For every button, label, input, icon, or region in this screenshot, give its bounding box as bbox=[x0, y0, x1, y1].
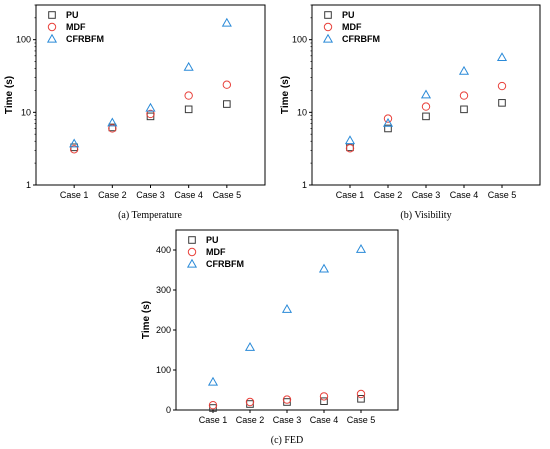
y-tick-label: 400 bbox=[156, 245, 171, 255]
data-point-pu bbox=[357, 395, 365, 403]
data-point-mdf bbox=[356, 389, 366, 399]
data-point-pu bbox=[384, 124, 392, 133]
data-point-pu bbox=[246, 400, 254, 408]
data-point-mdf bbox=[222, 80, 232, 89]
data-point-mdf bbox=[184, 91, 193, 100]
x-tick-label: Case 4 bbox=[450, 190, 479, 200]
chart-temperature: 1 10 100 Case 1 Case 2 Case 3 Case 4 Case 5 Time… bbox=[4, 4, 266, 200]
y-axis-label: Time (s) bbox=[280, 76, 291, 114]
chart-fed: 0 100 200 300 400 Case 1 Case 2 Case 3 Case 4 Cas… bbox=[141, 229, 399, 425]
y-tick-label: 10 bbox=[297, 107, 307, 117]
legend-marker-pu bbox=[48, 11, 56, 19]
chart-visibility: 1 10 100 Case 1 Case 2 Case 3 Case 4 Case 5 Time… bbox=[280, 4, 541, 200]
plot-frame bbox=[311, 4, 541, 186]
legend-label-cfrbfm: CFRBFM bbox=[206, 259, 244, 269]
data-point-cfrbfm bbox=[355, 243, 367, 253]
y-tick-label: 1 bbox=[26, 180, 31, 190]
data-point-cfrbfm bbox=[420, 89, 432, 99]
legend-marker-mdf bbox=[47, 22, 57, 32]
x-tick-label: Case 3 bbox=[412, 190, 441, 200]
data-point-cfrbfm bbox=[281, 303, 293, 313]
data-point-mdf bbox=[208, 401, 218, 410]
x-tick-label: Case 1 bbox=[60, 190, 89, 200]
legend-label-mdf: MDF bbox=[206, 247, 226, 257]
data-point-mdf bbox=[459, 91, 469, 100]
caption-temperature: (a) Temperature bbox=[118, 210, 182, 221]
data-point-cfrbfm bbox=[69, 138, 80, 148]
x-tick-label: Case 2 bbox=[236, 415, 265, 425]
chart-panel-temperature: 1 10 100 Case 1 Case 2 Case 3 Case 4 Case 5 Time… bbox=[0, 0, 275, 205]
legend-marker-pu bbox=[188, 236, 196, 244]
data-point-mdf bbox=[69, 145, 79, 154]
x-tick-label: Case 3 bbox=[136, 190, 165, 200]
x-tick-label: Case 5 bbox=[347, 415, 376, 425]
y-axis-label: Time (s) bbox=[4, 76, 15, 114]
data-point-pu bbox=[320, 397, 328, 405]
y-tick-label: 200 bbox=[156, 325, 171, 335]
data-point-pu bbox=[223, 100, 231, 108]
y-tick-label: 0 bbox=[166, 405, 171, 415]
y-axis-label: Time (s) bbox=[141, 301, 152, 339]
data-point-pu bbox=[209, 404, 217, 412]
x-tick-label: Case 2 bbox=[98, 190, 127, 200]
x-tick-label: Case 4 bbox=[174, 190, 203, 200]
y-tick-label: 100 bbox=[16, 35, 31, 45]
legend-marker-mdf bbox=[187, 247, 197, 257]
data-point-mdf bbox=[421, 102, 431, 111]
legend-label-mdf: MDF bbox=[66, 22, 86, 32]
data-point-mdf bbox=[497, 81, 507, 91]
data-point-mdf bbox=[383, 114, 393, 123]
data-point-cfrbfm bbox=[344, 135, 356, 145]
chart-panel-fed: 0 100 200 300 400 Case 1 Case 2 Case 3 Case 4 Cas… bbox=[130, 225, 405, 435]
y-tick-label: 100 bbox=[292, 35, 307, 45]
x-tick-label: Case 5 bbox=[488, 190, 517, 200]
data-point-cfrbfm bbox=[318, 263, 330, 273]
y-tick-label: 1 bbox=[302, 180, 307, 190]
legend-label-pu: PU bbox=[342, 10, 355, 20]
data-point-mdf bbox=[319, 392, 329, 401]
legend-marker-mdf bbox=[323, 22, 333, 32]
legend-marker-cfrbfm bbox=[46, 33, 58, 43]
data-point-cfrbfm bbox=[107, 117, 118, 127]
y-tick-label: 100 bbox=[156, 365, 171, 375]
x-tick-label: Case 4 bbox=[310, 415, 339, 425]
data-point-mdf bbox=[146, 109, 155, 119]
plot-frame bbox=[35, 4, 266, 186]
legend-label-mdf: MDF bbox=[342, 22, 362, 32]
legend-label-pu: PU bbox=[206, 235, 219, 245]
data-point-pu bbox=[460, 105, 468, 114]
legend-marker-pu bbox=[324, 11, 332, 19]
data-point-pu bbox=[498, 99, 506, 107]
chart-panel-visibility: 1 10 100 Case 1 Case 2 Case 3 Case 4 Case 5 Time… bbox=[275, 0, 550, 205]
legend-label-cfrbfm: CFRBFM bbox=[342, 34, 380, 44]
data-point-cfrbfm bbox=[221, 17, 232, 27]
data-point-mdf bbox=[345, 144, 355, 153]
x-tick-label: Case 3 bbox=[273, 415, 302, 425]
caption-fed: (c) FED bbox=[270, 435, 304, 446]
legend-marker-cfrbfm bbox=[322, 33, 334, 43]
x-tick-label: Case 1 bbox=[336, 190, 365, 200]
data-point-cfrbfm bbox=[382, 117, 394, 127]
data-point-mdf bbox=[108, 124, 117, 133]
legend-label-pu: PU bbox=[66, 10, 79, 20]
data-point-cfrbfm bbox=[458, 65, 470, 75]
data-point-cfrbfm bbox=[183, 61, 194, 71]
legend-marker-cfrbfm bbox=[186, 258, 198, 268]
data-point-mdf bbox=[282, 395, 292, 404]
data-point-mdf bbox=[245, 397, 255, 407]
data-point-pu bbox=[422, 112, 430, 121]
x-tick-label: Case 2 bbox=[374, 190, 403, 200]
plot-frame bbox=[175, 229, 399, 411]
data-point-cfrbfm bbox=[244, 341, 256, 351]
data-point-cfrbfm bbox=[145, 102, 156, 112]
data-point-pu bbox=[184, 105, 193, 114]
y-tick-label: 300 bbox=[156, 285, 171, 295]
y-tick-label: 10 bbox=[21, 107, 31, 117]
x-tick-label: Case 1 bbox=[199, 415, 228, 425]
data-point-cfrbfm bbox=[496, 52, 508, 62]
data-point-cfrbfm bbox=[207, 376, 219, 386]
legend-label-cfrbfm: CFRBFM bbox=[66, 34, 104, 44]
caption-visibility: (b) Visibility bbox=[400, 210, 452, 221]
x-tick-label: Case 5 bbox=[213, 190, 242, 200]
